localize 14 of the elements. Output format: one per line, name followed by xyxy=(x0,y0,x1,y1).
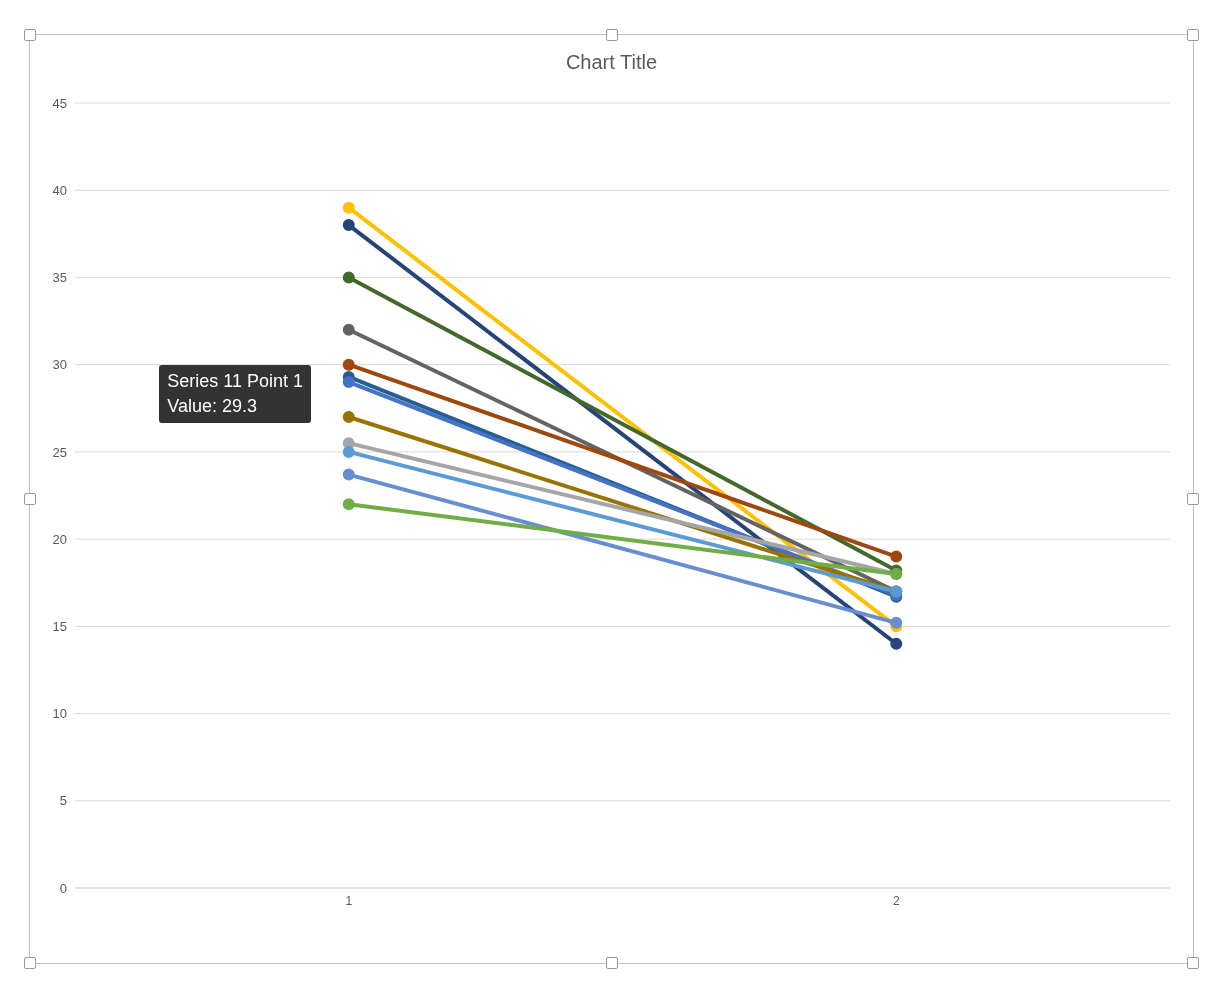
y-tick-label: 40 xyxy=(52,182,67,198)
annotation: Series 11 Point 1 Value: 29.3 xyxy=(159,364,311,423)
y-tick-label: 15 xyxy=(52,618,67,634)
y-tick-label: 5 xyxy=(59,793,67,809)
y-tick-label: 35 xyxy=(52,270,67,286)
y-tick-label: 0 xyxy=(59,880,67,896)
y-tick-label: 30 xyxy=(52,357,67,373)
x-tick-label: 1 xyxy=(345,893,353,908)
x-tick-label: 2 xyxy=(892,893,900,908)
y-tick-label: 45 xyxy=(52,95,67,111)
y-tick-label: 25 xyxy=(52,444,67,460)
y-tick-label: 20 xyxy=(52,531,67,547)
chart-title: Chart Title xyxy=(564,51,659,74)
y-tick-label: 10 xyxy=(52,706,67,722)
